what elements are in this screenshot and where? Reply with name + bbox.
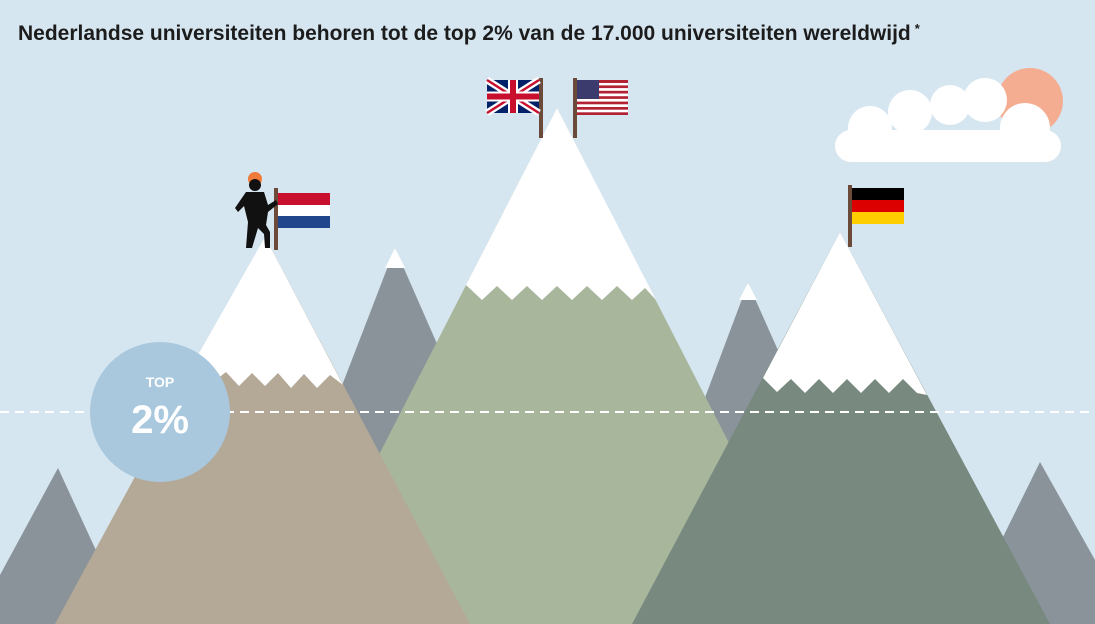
badge-label: TOP: [146, 374, 175, 390]
badge-value: 2%: [131, 398, 189, 442]
infographic: Nederlandse universiteiten behoren tot d…: [0, 0, 1095, 624]
title: Nederlandse universiteiten behoren tot d…: [18, 21, 921, 45]
title-text: Nederlandse universiteiten behoren tot d…: [18, 22, 911, 45]
